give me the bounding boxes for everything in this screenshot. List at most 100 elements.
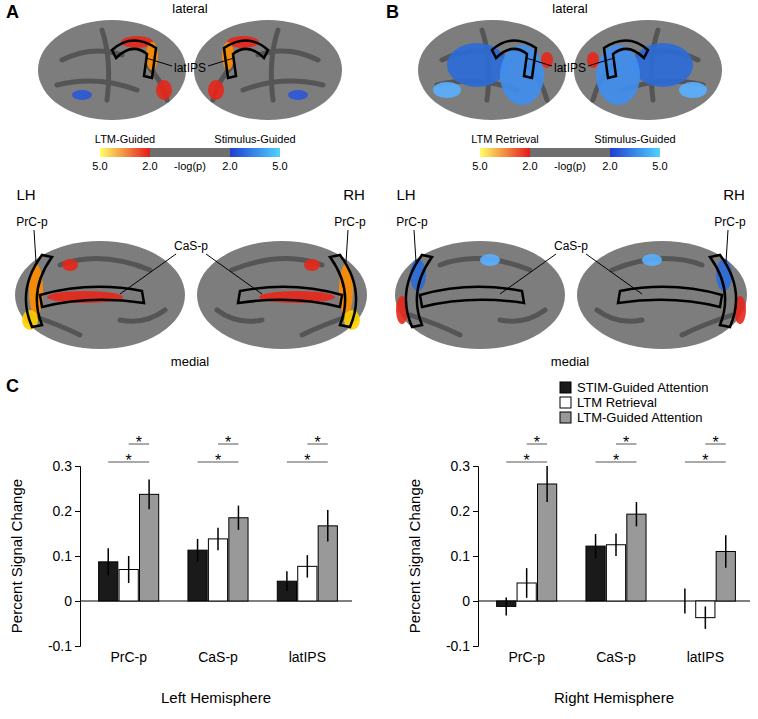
error-bar bbox=[128, 556, 130, 583]
leader-line bbox=[526, 58, 552, 66]
roi-label: PrC-p bbox=[396, 215, 428, 229]
y-tick-mark bbox=[473, 601, 478, 602]
bar-chart: -0.100.10.20.3******PrC-pCaS-platIPSLeft… bbox=[8, 434, 352, 706]
leader-line bbox=[206, 254, 262, 294]
significance-star: * bbox=[702, 452, 708, 469]
hemisphere-label: RH bbox=[343, 186, 365, 203]
y-tick: 0.1 bbox=[451, 548, 478, 564]
colorbar-gray bbox=[530, 148, 610, 157]
roi-label: PrC-p bbox=[334, 215, 366, 229]
brain-panel: laterallatIPS5.02.02.05.0-log(p)LTM-Guid… bbox=[15, 1, 367, 369]
roi-label: latIPS bbox=[174, 61, 206, 75]
x-tick: PrC-p bbox=[508, 649, 545, 665]
activation bbox=[480, 254, 500, 266]
error-bar bbox=[684, 588, 686, 613]
leader-line bbox=[586, 254, 642, 294]
y-tick-mark bbox=[75, 646, 80, 647]
error-bar bbox=[725, 535, 727, 567]
y-tick-mark bbox=[75, 556, 80, 557]
medial-brain bbox=[395, 241, 565, 349]
leader-line bbox=[414, 230, 416, 262]
significance-star: * bbox=[304, 452, 310, 469]
bar-chart: -0.100.10.20.3******PrC-pCaS-platIPSRigh… bbox=[406, 380, 750, 706]
view-label: lateral bbox=[552, 1, 588, 16]
colorbar-positive bbox=[480, 148, 530, 157]
legend-label: STIM-Guided Attention bbox=[577, 380, 709, 395]
y-tick-mark bbox=[473, 466, 478, 467]
y-tick: 0.1 bbox=[53, 548, 80, 564]
x-tick-label: CaS-p bbox=[596, 649, 636, 665]
figure: ABClaterallatIPS5.02.02.05.0-log(p)LTM-G… bbox=[0, 0, 758, 719]
lateral-brain bbox=[194, 20, 342, 120]
sulcus bbox=[57, 81, 137, 90]
activation bbox=[62, 259, 78, 271]
view-label: lateral bbox=[172, 1, 208, 16]
activation bbox=[156, 80, 172, 100]
significance-star: * bbox=[126, 452, 132, 469]
colorbar-tick-label: 2.0 bbox=[602, 160, 617, 172]
significance-star: * bbox=[524, 452, 530, 469]
sulcus bbox=[60, 259, 150, 270]
x-tick-label: CaS-p bbox=[198, 649, 238, 665]
error-bar bbox=[148, 480, 150, 510]
leader-line bbox=[500, 254, 556, 294]
x-axis-title: Right Hemisphere bbox=[554, 689, 674, 706]
error-bar bbox=[526, 568, 528, 598]
activation bbox=[447, 43, 507, 87]
sulcus bbox=[120, 310, 165, 321]
roi-outline bbox=[618, 287, 722, 307]
colorbar-label: -log(p) bbox=[554, 160, 586, 172]
x-tick: PrC-p bbox=[110, 649, 147, 665]
sulcus bbox=[597, 310, 642, 321]
y-tick-mark bbox=[473, 646, 478, 647]
colorbar-tick-label: 5.0 bbox=[272, 160, 287, 172]
panel-label: A bbox=[6, 2, 19, 22]
y-tick: 0.2 bbox=[451, 503, 478, 519]
bar bbox=[139, 494, 158, 601]
error-bar bbox=[286, 571, 288, 591]
y-tick-mark bbox=[473, 556, 478, 557]
cortex bbox=[15, 241, 185, 349]
leader-line bbox=[146, 58, 172, 66]
y-tick: 0.3 bbox=[451, 458, 478, 474]
y-tick-label: 0.2 bbox=[451, 503, 471, 519]
lateral-brain bbox=[418, 20, 566, 120]
legend-swatch bbox=[560, 412, 571, 423]
cortex bbox=[194, 20, 342, 120]
leader-line bbox=[208, 58, 234, 66]
view-label: medial bbox=[171, 354, 209, 369]
y-tick: 0.2 bbox=[53, 503, 80, 519]
brain-panel: laterallatIPS5.02.02.05.0-log(p)LTM Retr… bbox=[395, 1, 747, 369]
sulcus bbox=[500, 310, 545, 321]
x-tick: latIPS bbox=[289, 649, 326, 665]
y-tick-label: 0.3 bbox=[53, 458, 73, 474]
colorbar-title: LTM-Guided bbox=[95, 133, 155, 145]
activation bbox=[288, 90, 308, 100]
legend: STIM-Guided AttentionLTM RetrievalLTM-Gu… bbox=[560, 380, 709, 425]
lateral-brain bbox=[38, 20, 186, 120]
roi-outline bbox=[40, 287, 144, 307]
cortex bbox=[577, 241, 747, 349]
panel-label: B bbox=[386, 2, 399, 22]
colorbar-negative bbox=[230, 148, 280, 157]
y-axis-line bbox=[473, 467, 479, 647]
x-axis-title: Left Hemisphere bbox=[161, 689, 271, 706]
x-axis: PrC-p CaS-p latIPS bbox=[508, 649, 724, 665]
significance-star: * bbox=[136, 434, 142, 451]
x-tick: CaS-p bbox=[198, 649, 238, 665]
error-bar bbox=[546, 466, 548, 502]
y-tick: 0 bbox=[64, 593, 80, 609]
error-bar bbox=[636, 502, 638, 526]
activation bbox=[642, 254, 662, 266]
sulcus bbox=[102, 30, 109, 100]
y-tick-label: -0.1 bbox=[48, 638, 72, 654]
activation bbox=[304, 259, 320, 271]
colorbar-tick-label: 5.0 bbox=[92, 160, 107, 172]
x-tick-label: latIPS bbox=[289, 649, 326, 665]
leader-line bbox=[346, 230, 348, 262]
x-tick: latIPS bbox=[687, 649, 724, 665]
roi-outline bbox=[420, 287, 524, 307]
y-tick: 0 bbox=[462, 593, 478, 609]
error-bar bbox=[327, 510, 329, 541]
y-axis: -0.1 0 0.1 0.2 0.3 bbox=[48, 458, 81, 654]
